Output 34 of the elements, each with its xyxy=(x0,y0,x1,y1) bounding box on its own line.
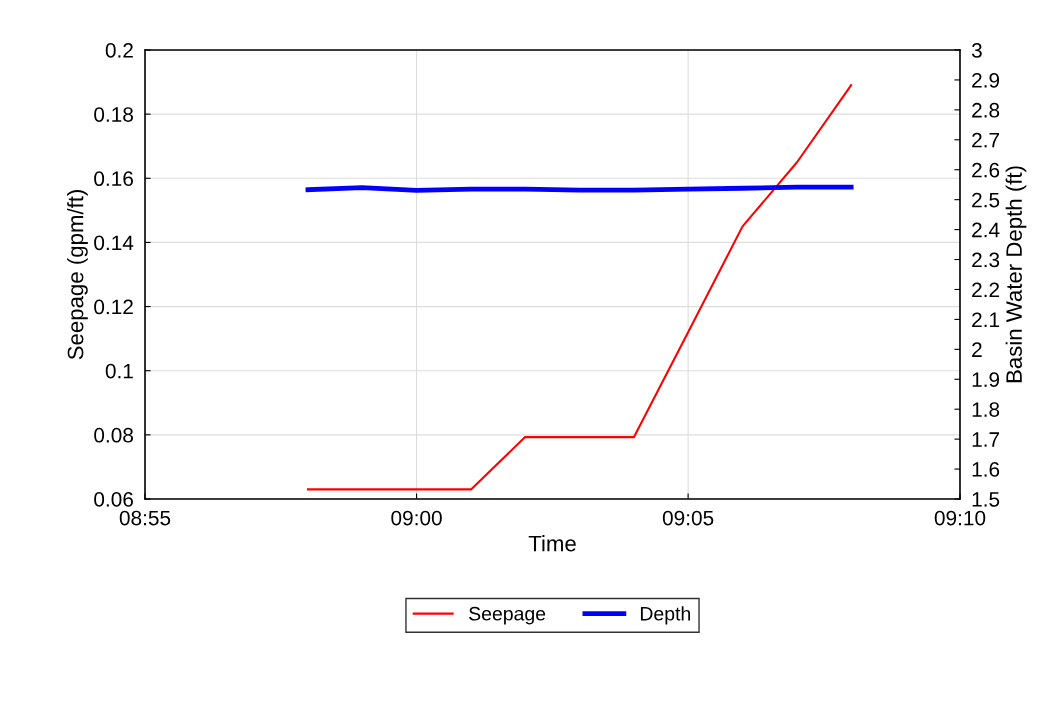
y2-tick-label: 1.5 xyxy=(972,492,1000,507)
y2-tick-label: 2.8 xyxy=(972,102,1000,118)
y2-tick-label: 2.7 xyxy=(972,132,1000,148)
y-tick-label: 0.18 xyxy=(94,107,133,122)
legend-label: Depth xyxy=(640,606,690,625)
x-tick-label: 08:55 xyxy=(119,510,171,526)
y2-tick-label: 3 xyxy=(971,43,982,58)
y2-tick-label: 2.1 xyxy=(972,312,1000,327)
y-axis-title: Seepage (gpm/ft) xyxy=(67,190,88,360)
y2-tick-label: 1.9 xyxy=(972,372,1000,388)
y2-tick-label: 2.4 xyxy=(972,222,1000,238)
y-tick-label: 0.14 xyxy=(94,235,134,251)
y-tick-label: 0.16 xyxy=(94,171,133,187)
y2-tick-label: 1.6 xyxy=(972,462,1000,477)
line-series xyxy=(306,84,853,491)
y-tick-label: 0.08 xyxy=(94,427,133,443)
y2-axis-title: Basin Water Depth (ft) xyxy=(1005,166,1027,383)
y2-tick-label: 2.3 xyxy=(972,252,1000,268)
legend-label: Seepage xyxy=(469,606,546,625)
x-tick-label: 09:10 xyxy=(934,510,986,526)
y2-tick-label: 1.8 xyxy=(972,402,1000,417)
y2-tick-label: 2.2 xyxy=(972,282,1000,298)
y-tick-label: 0.12 xyxy=(94,299,133,315)
x-axis-title: Time xyxy=(528,535,576,552)
y2-tick-label: 2 xyxy=(972,342,982,357)
y2-tick-label: 2.5 xyxy=(972,192,1000,208)
y2-tick-label: 1.7 xyxy=(972,432,1000,447)
y-tick-label: 0.1 xyxy=(105,363,133,379)
y2-tick-label: 2.9 xyxy=(972,72,1000,88)
x-tick-label: 09:05 xyxy=(662,510,714,526)
y-tick-label: 0.06 xyxy=(94,492,133,507)
x-tick-label: 09:00 xyxy=(391,510,442,526)
y-tick-label: 0.2 xyxy=(105,43,133,58)
y2-tick-label: 2.6 xyxy=(972,162,1000,178)
